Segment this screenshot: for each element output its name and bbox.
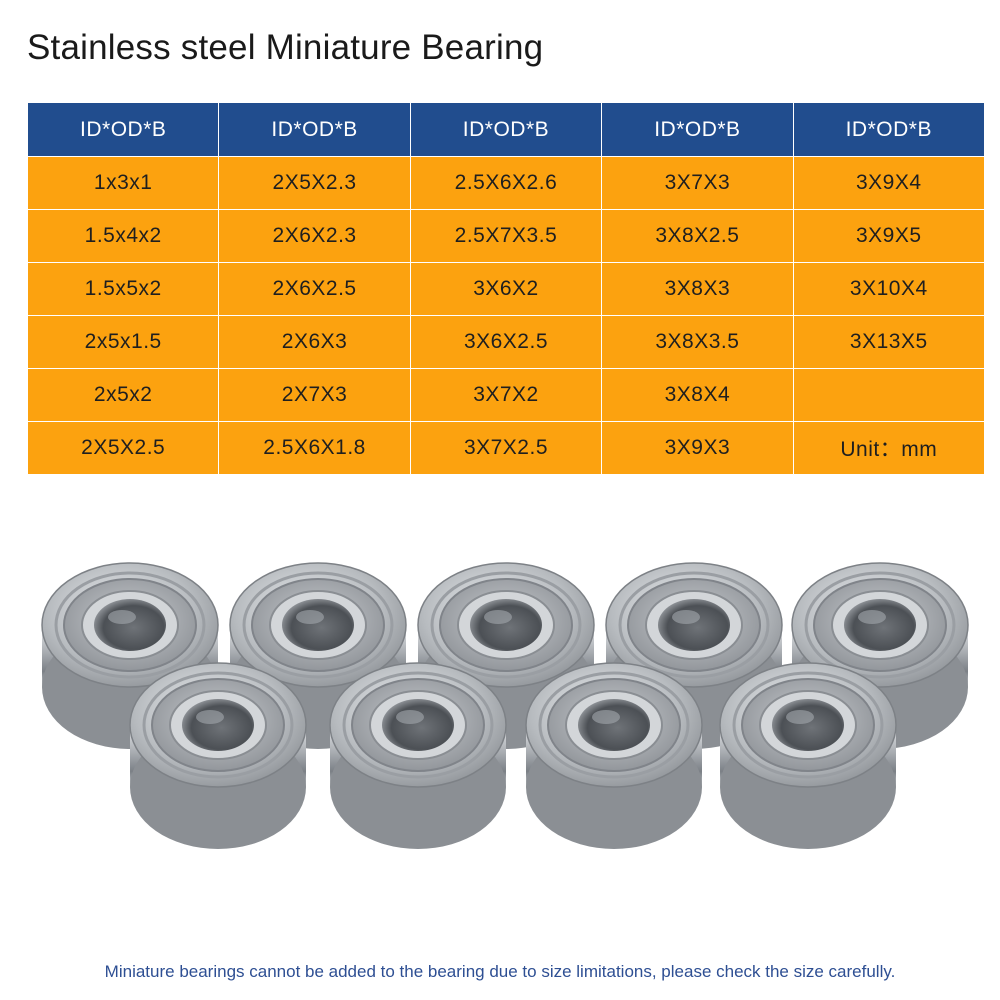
table-cell: 3X10X4 [792,262,986,316]
table-cell: 3X8X4 [601,368,794,422]
table-row: 1x3x1 2X5X2.3 2.5X6X2.6 3X7X3 3X9X4 [26,156,986,210]
table-cell: 2X6X2.5 [218,262,411,316]
table-cell: 3X13X5 [792,315,986,369]
table-header-row: ID*OD*B ID*OD*B ID*OD*B ID*OD*B ID*OD*B [26,102,986,157]
table-cell: 2X6X3 [218,315,411,369]
table-cell: 3X7X2.5 [409,421,603,475]
table-cell: 3X9X3 [601,421,794,475]
table-cell: 2X6X2.3 [218,209,411,263]
table-cell: 2.5X6X1.8 [218,421,411,475]
table-cell: 2X5X2.3 [218,156,411,210]
table-cell: 2X5X2.5 [26,421,220,475]
table-row: 2x5x2 2X7X3 3X7X2 3X8X4 [26,368,986,422]
table-row: 2X5X2.5 2.5X6X1.8 3X7X2.5 3X9X3 Unit：mm [26,421,986,475]
table-cell: 2x5x2 [26,368,220,422]
table-cell: 3X8X3.5 [601,315,794,369]
table-cell: 1.5x4x2 [26,209,220,263]
table-cell: 2X7X3 [218,368,411,422]
column-header: ID*OD*B [601,102,794,157]
column-header: ID*OD*B [26,102,220,157]
unit-label: Unit：mm [792,421,986,475]
table-cell: 2x5x1.5 [26,315,220,369]
table-cell: 3X9X5 [792,209,986,263]
table-cell: 3X7X2 [409,368,603,422]
table-cell: 3X9X4 [792,156,986,210]
table-cell: 3X6X2.5 [409,315,603,369]
table-cell [792,368,986,422]
page-title: Stainless steel Miniature Bearing [27,28,544,67]
table-cell: 1x3x1 [26,156,220,210]
table-row: 2x5x1.5 2X6X3 3X6X2.5 3X8X3.5 3X13X5 [26,315,986,369]
table-row: 1.5x5x2 2X6X2.5 3X6X2 3X8X3 3X10X4 [26,262,986,316]
table-cell: 3X8X2.5 [601,209,794,263]
column-header: ID*OD*B [218,102,411,157]
table-cell: 2.5X6X2.6 [409,156,603,210]
column-header: ID*OD*B [792,102,986,157]
table-cell: 3X6X2 [409,262,603,316]
table-cell: 3X7X3 [601,156,794,210]
bearing-size-table: ID*OD*B ID*OD*B ID*OD*B ID*OD*B ID*OD*B … [26,102,986,475]
column-header: ID*OD*B [409,102,603,157]
table-cell: 3X8X3 [601,262,794,316]
table-row: 1.5x4x2 2X6X2.3 2.5X7X3.5 3X8X2.5 3X9X5 [26,209,986,263]
size-note: Miniature bearings cannot be added to th… [104,962,896,981]
bearings-photo [40,561,970,851]
table-cell: 2.5X7X3.5 [409,209,603,263]
table-cell: 1.5x5x2 [26,262,220,316]
